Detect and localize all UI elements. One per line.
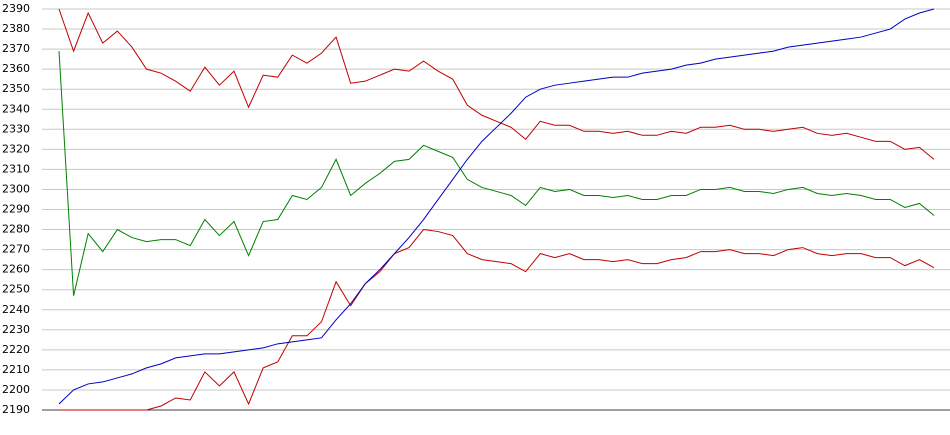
y-tick-label: 2260	[2, 263, 30, 276]
y-tick-label: 2280	[2, 223, 30, 236]
y-tick-label: 2290	[2, 203, 30, 216]
y-tick-label: 2220	[2, 343, 30, 356]
series-line	[58, 8, 935, 160]
y-tick-label: 2380	[2, 22, 30, 35]
y-tick-label: 2340	[2, 102, 30, 115]
y-tick-label: 2230	[2, 323, 30, 336]
y-tick-label: 2190	[2, 403, 30, 416]
y-tick-label: 2370	[2, 42, 30, 55]
series-line	[59, 229, 935, 411]
y-tick-label: 2270	[2, 243, 30, 256]
y-tick-label: 2240	[2, 303, 30, 316]
y-tick-label: 2310	[2, 162, 30, 175]
y-tick-label: 2390	[2, 2, 30, 15]
series-line	[58, 51, 935, 296]
y-tick-label: 2350	[2, 82, 30, 95]
y-tick-label: 2210	[2, 363, 30, 376]
y-tick-label: 2360	[2, 62, 30, 75]
y-tick-label: 2320	[2, 142, 30, 155]
series-line	[58, 8, 935, 405]
y-tick-label: 2250	[2, 283, 30, 296]
y-tick-label: 2330	[2, 122, 30, 135]
y-tick-label: 2300	[2, 182, 30, 195]
y-tick-label: 2200	[2, 383, 30, 396]
